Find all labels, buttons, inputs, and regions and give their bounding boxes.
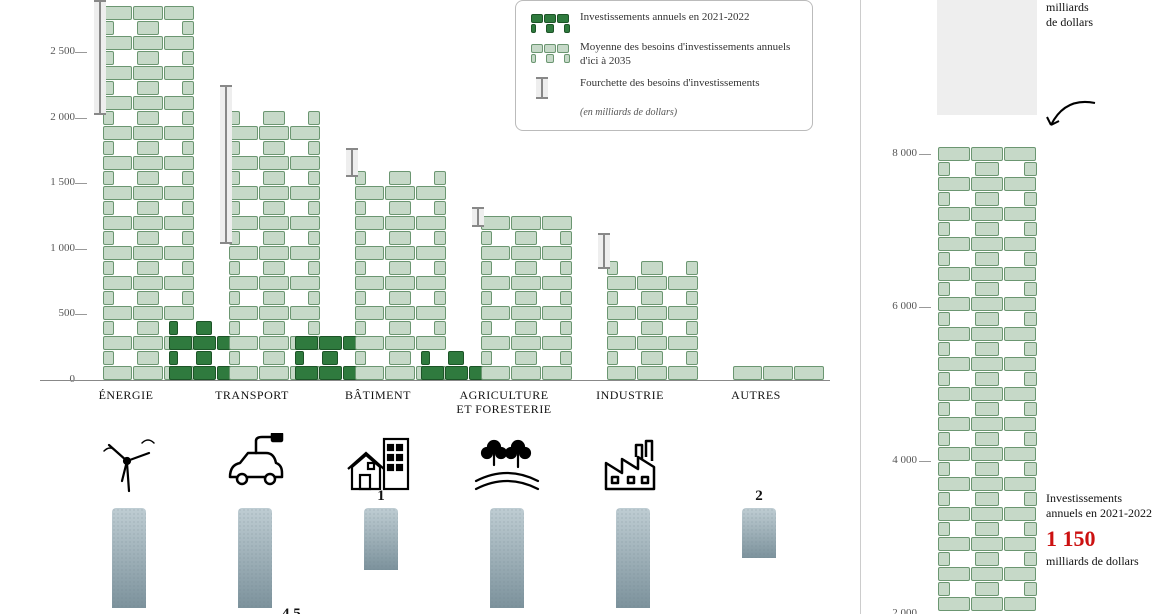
right-ytick-line [919,461,931,462]
right-annot-label: Investissements annuels en 2021-2022 [1046,491,1152,520]
pillar-batiment: 1 [318,508,444,570]
ytick-label: 2 000 [20,111,75,123]
xlabel-batiment: BÂTIMENT [314,388,442,402]
range-whisker [598,233,610,268]
range-whisker [94,0,106,115]
right-annot-value: 1 150 [1046,525,1154,553]
right-ytick-line [919,154,931,155]
ytick-line [75,118,87,119]
pillar-transport: 4,5 [192,508,318,608]
transport-icon [192,428,318,498]
xlabel-energy: ÉNERGIE [62,388,190,402]
bar-col-batiment [354,0,480,380]
pillar-energy [66,508,192,608]
right-ytick-label: 6 000 [873,300,917,312]
bar-col-energy [102,0,228,380]
legend-box: Investissements annuels en 2021-2022 Moy… [515,0,813,131]
pillar-value: 2 [755,488,763,505]
range-whisker [346,148,358,177]
ytick-label: 1 500 [20,176,75,188]
right-total-chart: 2 000 4 000 6 000 8 000 milliardsde doll… [860,0,1160,614]
ytick-label: 500 [20,307,75,319]
legend-text: Moyenne des besoins d'investissements an… [580,41,798,69]
left-chart: 0 500 1 000 1 500 2 000 2 500 [0,0,845,614]
ytick-label: 1 000 [20,242,75,254]
legend-item-inv: Investissements annuels en 2021-2022 [530,11,798,33]
arrow-icon [1045,97,1105,137]
pillar-autres: 2 [696,508,822,558]
icons-row [82,428,842,498]
co2-pillars: 4,5 1 2 [82,508,842,614]
ytick-line [75,52,87,53]
ytick-label: 0 [20,373,75,385]
right-ytick-line [919,307,931,308]
legend-text: Investissements annuels en 2021-2022 [580,11,750,25]
pillar-value: 1 [377,488,385,505]
agri-icon [444,428,570,498]
pillar-value: 4,5 [282,606,301,614]
xlabel-autres: AUTRES [692,388,820,402]
x-axis: ÉNERGIETRANSPORTBÂTIMENTAGRICULTUREET FO… [20,388,840,433]
pillar-industrie [570,508,696,608]
y-axis: 0 500 1 000 1 500 2 000 2 500 [20,0,75,380]
xlabel-transport: TRANSPORT [188,388,316,402]
right-ytick-label: 8 000 [873,147,917,159]
ytick-line [75,249,87,250]
xlabel-industrie: INDUSTRIE [566,388,694,402]
right-annot-unit: milliards de dollars [1046,554,1139,568]
right-ytick-label: 2 000 [873,607,917,614]
right-ytick-label: 4 000 [873,454,917,466]
legend-text: Fourchette des besoins d'investissements [580,77,760,91]
pillar-agri [444,508,570,608]
legend-note: (en milliards de dollars) [580,107,798,118]
right-annot-top: milliardsde dollars [1046,0,1154,30]
energy-icon [66,428,192,498]
right-range-cap [937,0,1037,115]
ytick-label: 2 500 [20,45,75,57]
ytick-line [75,183,87,184]
ytick-line [75,314,87,315]
range-whisker [220,85,232,244]
industrie-icon [570,428,696,498]
legend-item-avg: Moyenne des besoins d'investissements an… [530,41,798,69]
baseline [40,380,830,381]
right-annot-bottom: Investissements annuels en 2021-2022 1 1… [1046,491,1154,570]
right-brick-stack [937,115,1037,611]
range-whisker [472,207,484,227]
bar-col-transport [228,0,354,380]
legend-item-range: Fourchette des besoins d'investissements [530,77,798,99]
xlabel-agri: AGRICULTUREET FORESTERIE [440,388,568,417]
